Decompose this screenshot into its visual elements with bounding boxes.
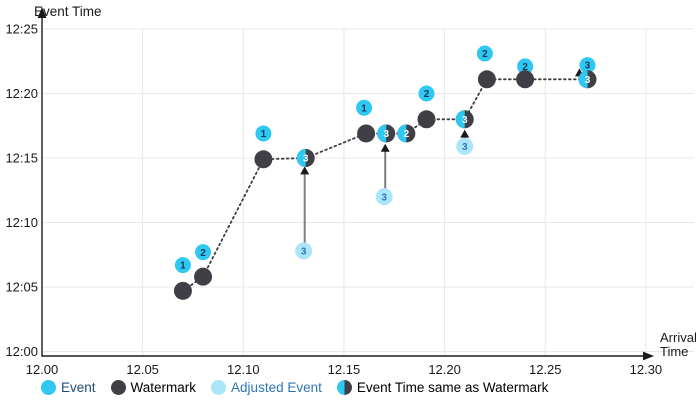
x-axis-title-line2: Time xyxy=(660,343,689,359)
x-tick-label: 12.25 xyxy=(529,362,562,377)
legend-item-adjusted_event: Adjusted Event xyxy=(211,380,322,395)
point-number: 3 xyxy=(303,154,309,165)
x-tick-label: 12.20 xyxy=(428,362,461,377)
event-point xyxy=(579,57,596,74)
y-tick-label: 12:00 xyxy=(5,344,38,359)
watermark-point xyxy=(357,124,376,143)
event-point xyxy=(418,85,435,102)
x-tick-label: 12.15 xyxy=(328,362,361,377)
point-number: 3 xyxy=(383,129,389,140)
x-axis-title-line1: Arrival xyxy=(660,330,696,345)
legend-label: Watermark xyxy=(130,380,197,395)
point-number: 2 xyxy=(200,248,206,259)
point-number: 2 xyxy=(404,129,410,140)
x-axis-arrowhead xyxy=(643,351,654,361)
x-axis-title: Arrival Time xyxy=(660,331,696,358)
adjustment-arrow-head xyxy=(300,166,310,175)
legend-marker-adjusted_event xyxy=(211,380,227,395)
legend-label: Adjusted Event xyxy=(231,380,322,395)
watermark-point xyxy=(254,150,273,169)
event-point xyxy=(356,99,373,116)
legend-marker-watermark xyxy=(110,380,126,395)
y-axis-arrowhead xyxy=(37,7,47,18)
y-axis-title: Event Time xyxy=(34,4,102,19)
y-tick-label: 12:15 xyxy=(5,151,38,166)
adjusted-event-point xyxy=(295,242,313,260)
point-number: 2 xyxy=(424,89,430,100)
legend: Event Watermark Adjusted Event Event Time s… xyxy=(41,380,548,395)
adjusted-event-point xyxy=(456,137,474,155)
same-as-watermark-point-left-half xyxy=(397,124,407,143)
legend-item-watermark: Watermark xyxy=(110,380,197,395)
legend-label: Event xyxy=(61,380,96,395)
adjustment-arrow-head xyxy=(380,143,390,152)
watermark-point xyxy=(194,267,213,286)
legend-marker-same_as_watermark xyxy=(336,380,352,395)
same-as-watermark-point-left-half xyxy=(377,124,387,143)
point-number: 1 xyxy=(180,261,186,272)
point-number: 3 xyxy=(462,115,468,126)
adjusted-event-point xyxy=(375,188,393,206)
legend-marker-event xyxy=(41,380,56,395)
y-tick-label: 12:25 xyxy=(5,22,38,37)
watermark-point xyxy=(417,110,436,129)
event-point xyxy=(255,125,272,142)
point-number: 3 xyxy=(585,75,591,86)
x-tick-label: 12.00 xyxy=(26,362,59,377)
point-number: 3 xyxy=(301,246,307,257)
y-tick-label: 12:20 xyxy=(5,86,38,101)
x-tick-label: 12.30 xyxy=(630,362,663,377)
event-point xyxy=(174,257,191,274)
event-point xyxy=(517,58,534,75)
watermark-point xyxy=(477,70,496,89)
legend-label: Event Time same as Watermark xyxy=(356,380,549,395)
y-tick-label: 12:10 xyxy=(5,215,38,230)
same-as-watermark-point-left-half xyxy=(455,110,465,129)
y-tick-label: 12:05 xyxy=(5,280,38,295)
event-point xyxy=(476,45,493,62)
point-number: 3 xyxy=(462,142,468,153)
point-number: 2 xyxy=(522,62,528,73)
legend-item-same_as_watermark: Event Time same as Watermark xyxy=(336,380,549,395)
watermark-point xyxy=(173,281,192,300)
point-number: 1 xyxy=(361,103,367,114)
adjustment-arrow-head xyxy=(460,129,470,138)
same-as-watermark-point-left-half xyxy=(296,149,306,167)
point-number: 3 xyxy=(585,61,591,72)
watermark-point xyxy=(516,70,535,89)
point-number: 2 xyxy=(482,49,488,60)
point-number: 3 xyxy=(381,192,387,203)
same-as-watermark-point-left-half xyxy=(578,70,588,89)
x-tick-label: 12.05 xyxy=(126,362,159,377)
point-number: 1 xyxy=(261,129,267,140)
x-tick-label: 12.10 xyxy=(227,362,260,377)
legend-item-event: Event xyxy=(41,380,96,395)
event-point xyxy=(195,244,212,261)
